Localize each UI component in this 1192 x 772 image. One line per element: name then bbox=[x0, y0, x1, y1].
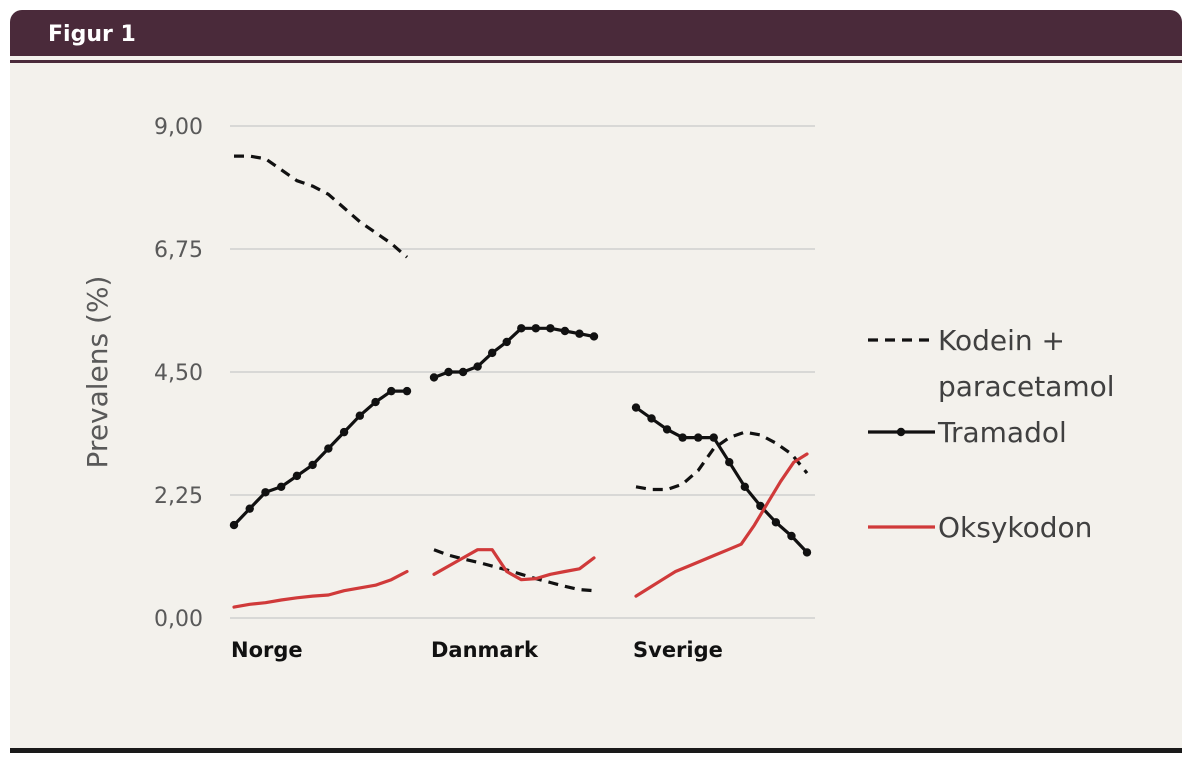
data-point bbox=[502, 337, 511, 347]
category-label: Sverige bbox=[633, 638, 723, 662]
data-point bbox=[678, 433, 687, 442]
data-point bbox=[308, 460, 317, 470]
data-point bbox=[229, 520, 239, 530]
data-point bbox=[709, 433, 718, 442]
category-label: Danmark bbox=[431, 638, 539, 662]
data-point bbox=[740, 482, 750, 491]
gridlines bbox=[230, 125, 815, 619]
data-point bbox=[575, 329, 584, 338]
legend-label: Kodein + bbox=[938, 324, 1065, 357]
legend-marker bbox=[896, 427, 906, 437]
legend: Kodein + paracetamol Tramadol Oksykodon bbox=[868, 324, 1115, 544]
data-point bbox=[292, 471, 302, 481]
data-point bbox=[560, 326, 570, 336]
data-point bbox=[631, 403, 641, 412]
y-tick-label: 2,25 bbox=[154, 484, 203, 509]
data-point bbox=[662, 425, 672, 434]
data-point bbox=[261, 488, 270, 497]
y-axis-label: Prevalens (%) bbox=[81, 276, 114, 469]
data-point bbox=[429, 373, 439, 382]
legend-label: Tramadol bbox=[937, 416, 1067, 449]
data-point bbox=[756, 501, 765, 511]
data-point bbox=[647, 414, 656, 423]
figure-header: Figur 1 bbox=[10, 10, 1182, 56]
data-point bbox=[487, 348, 497, 358]
data-point bbox=[693, 433, 703, 442]
data-point bbox=[276, 482, 286, 491]
y-tick-label: 6,75 bbox=[154, 238, 203, 263]
y-tick-label: 4,50 bbox=[154, 361, 203, 386]
series-line bbox=[432, 326, 596, 380]
data-point bbox=[787, 531, 796, 541]
y-tick-label: 9,00 bbox=[154, 115, 203, 140]
bottom-rule bbox=[10, 748, 1182, 753]
data-point bbox=[339, 427, 349, 437]
figure-frame: Figur 1 bbox=[10, 10, 1182, 753]
figure-label: Figur 1 bbox=[48, 22, 136, 47]
data-point bbox=[371, 397, 380, 407]
data-point bbox=[444, 367, 453, 377]
data-point bbox=[324, 444, 333, 453]
legend-label: Oksykodon bbox=[938, 511, 1092, 544]
data-point bbox=[355, 411, 365, 420]
header-rule bbox=[10, 60, 1182, 63]
category-labels: Norge Danmark Sverige bbox=[231, 638, 723, 662]
y-tick-label: 0,00 bbox=[154, 607, 203, 632]
data-point bbox=[531, 324, 541, 333]
data-point bbox=[473, 362, 482, 371]
series-line bbox=[432, 548, 596, 582]
series-line bbox=[232, 569, 409, 609]
data-point bbox=[725, 458, 734, 467]
data-point bbox=[546, 324, 555, 333]
category-label: Norge bbox=[231, 638, 303, 662]
data-point bbox=[771, 518, 781, 527]
series-line bbox=[234, 154, 409, 259]
data-point bbox=[245, 504, 254, 513]
series-line bbox=[232, 389, 409, 527]
data-point bbox=[458, 367, 468, 377]
data-point bbox=[589, 332, 599, 341]
data-point bbox=[402, 386, 412, 396]
data-point bbox=[387, 386, 396, 396]
y-tick-labels: 0,00 2,25 4,50 6,75 9,00 bbox=[154, 115, 203, 632]
legend-label: paracetamol bbox=[938, 370, 1115, 403]
data-point bbox=[517, 324, 526, 333]
series-line bbox=[433, 548, 595, 593]
data-point bbox=[802, 548, 812, 557]
series-lines bbox=[229, 154, 812, 609]
series-line bbox=[634, 452, 809, 598]
series-line bbox=[635, 430, 809, 492]
